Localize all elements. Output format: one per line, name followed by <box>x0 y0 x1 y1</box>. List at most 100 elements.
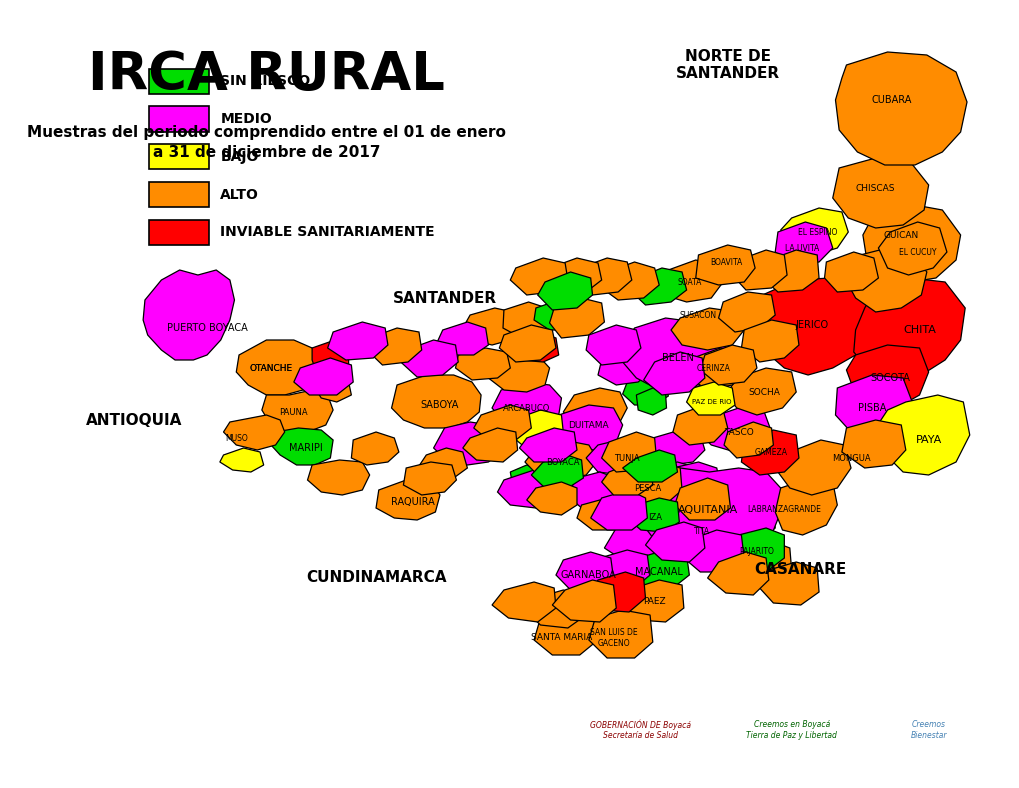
Polygon shape <box>491 382 560 428</box>
Polygon shape <box>841 420 905 468</box>
Polygon shape <box>592 550 649 588</box>
Polygon shape <box>525 440 597 480</box>
Polygon shape <box>473 405 531 440</box>
Text: GAMEZA: GAMEZA <box>754 448 788 456</box>
Text: CUNDINAMARCA: CUNDINAMARCA <box>306 571 446 585</box>
Polygon shape <box>700 522 758 560</box>
Text: GOBERNACIÓN DE Boyacá
Secretaría de Salud: GOBERNACIÓN DE Boyacá Secretaría de Salu… <box>590 719 691 741</box>
Polygon shape <box>674 478 730 520</box>
Polygon shape <box>643 352 704 395</box>
Text: CASANARE: CASANARE <box>754 563 846 578</box>
Polygon shape <box>537 272 592 310</box>
Polygon shape <box>236 340 321 395</box>
Text: TUNJA: TUNJA <box>613 454 639 463</box>
Polygon shape <box>832 158 927 228</box>
Polygon shape <box>510 465 542 490</box>
Polygon shape <box>488 352 549 392</box>
Polygon shape <box>707 552 768 595</box>
Bar <box>149 144 209 169</box>
Polygon shape <box>586 438 656 475</box>
Text: PAJARITO: PAJARITO <box>739 548 773 556</box>
Polygon shape <box>631 268 686 305</box>
Text: CERINZA: CERINZA <box>696 363 731 373</box>
Polygon shape <box>777 440 850 495</box>
Polygon shape <box>689 348 745 390</box>
Polygon shape <box>601 262 658 300</box>
Polygon shape <box>597 352 649 385</box>
Polygon shape <box>271 428 333 465</box>
Polygon shape <box>622 318 732 390</box>
Text: Muestras del periodo comprendido entre el 01 de enero: Muestras del periodo comprendido entre e… <box>26 125 505 139</box>
Polygon shape <box>601 465 652 500</box>
Polygon shape <box>683 530 744 572</box>
Polygon shape <box>622 450 677 482</box>
Polygon shape <box>862 205 960 282</box>
Text: BELEN: BELEN <box>661 353 693 363</box>
Text: PAEZ: PAEZ <box>643 597 665 607</box>
Polygon shape <box>652 430 704 465</box>
Polygon shape <box>638 468 780 558</box>
Polygon shape <box>143 270 234 360</box>
Polygon shape <box>510 332 558 362</box>
Polygon shape <box>590 490 647 530</box>
Polygon shape <box>220 448 264 472</box>
Polygon shape <box>531 455 583 488</box>
Polygon shape <box>732 250 787 290</box>
Text: SOCOTA: SOCOTA <box>869 373 909 383</box>
Polygon shape <box>499 325 555 362</box>
Polygon shape <box>634 340 695 378</box>
Polygon shape <box>654 260 722 302</box>
Polygon shape <box>627 498 679 532</box>
Text: Creemos
Bienestar: Creemos Bienestar <box>910 720 946 740</box>
Polygon shape <box>437 322 488 355</box>
Text: PISBA: PISBA <box>857 403 886 413</box>
Text: MARIPI: MARIPI <box>288 443 322 453</box>
Polygon shape <box>761 250 818 292</box>
Text: PUERTO BOYACA: PUERTO BOYACA <box>166 323 248 333</box>
Polygon shape <box>351 432 398 465</box>
Polygon shape <box>312 340 348 378</box>
Polygon shape <box>577 258 631 295</box>
Polygon shape <box>695 245 754 285</box>
Text: LABRANZAGRANDE: LABRANZAGRANDE <box>747 505 820 515</box>
Polygon shape <box>698 408 770 452</box>
Text: EL ESPINO: EL ESPINO <box>797 228 836 236</box>
Polygon shape <box>327 322 387 360</box>
Text: CHITA: CHITA <box>902 325 935 335</box>
Text: NORTE DE
SANTANDER: NORTE DE SANTANDER <box>675 49 779 81</box>
Polygon shape <box>549 298 604 338</box>
Text: PAUNA: PAUNA <box>279 407 308 417</box>
Text: MUSO: MUSO <box>225 433 248 443</box>
Bar <box>149 69 209 94</box>
Polygon shape <box>588 610 652 658</box>
Text: SANTANDER: SANTANDER <box>392 291 496 306</box>
Polygon shape <box>525 590 586 628</box>
Text: INVIABLE SANITARIAMENTE: INVIABLE SANITARIAMENTE <box>220 225 434 240</box>
Text: TASCO: TASCO <box>723 428 753 437</box>
Polygon shape <box>562 388 627 428</box>
Polygon shape <box>367 328 421 365</box>
Polygon shape <box>601 462 652 495</box>
Text: MONGUA: MONGUA <box>830 454 869 463</box>
Text: BAJO: BAJO <box>220 150 259 164</box>
Polygon shape <box>262 390 333 432</box>
Polygon shape <box>463 428 517 462</box>
Polygon shape <box>649 462 701 498</box>
Polygon shape <box>463 308 519 345</box>
Text: PAYA: PAYA <box>915 435 941 445</box>
Text: BOAVITA: BOAVITA <box>709 258 741 266</box>
Polygon shape <box>780 208 848 255</box>
Polygon shape <box>534 610 597 655</box>
Bar <box>149 106 209 132</box>
Polygon shape <box>308 460 369 495</box>
Polygon shape <box>553 405 622 450</box>
Text: SOATA: SOATA <box>677 277 701 287</box>
Bar <box>149 182 209 207</box>
Polygon shape <box>546 258 601 295</box>
Text: Creemos en Boyacá
Tierra de Paz y Libertad: Creemos en Boyacá Tierra de Paz y Libert… <box>746 720 837 740</box>
Polygon shape <box>615 485 671 522</box>
Polygon shape <box>671 308 744 350</box>
Polygon shape <box>510 258 568 295</box>
Text: SANTA MARIA: SANTA MARIA <box>530 634 591 642</box>
Polygon shape <box>727 528 784 572</box>
